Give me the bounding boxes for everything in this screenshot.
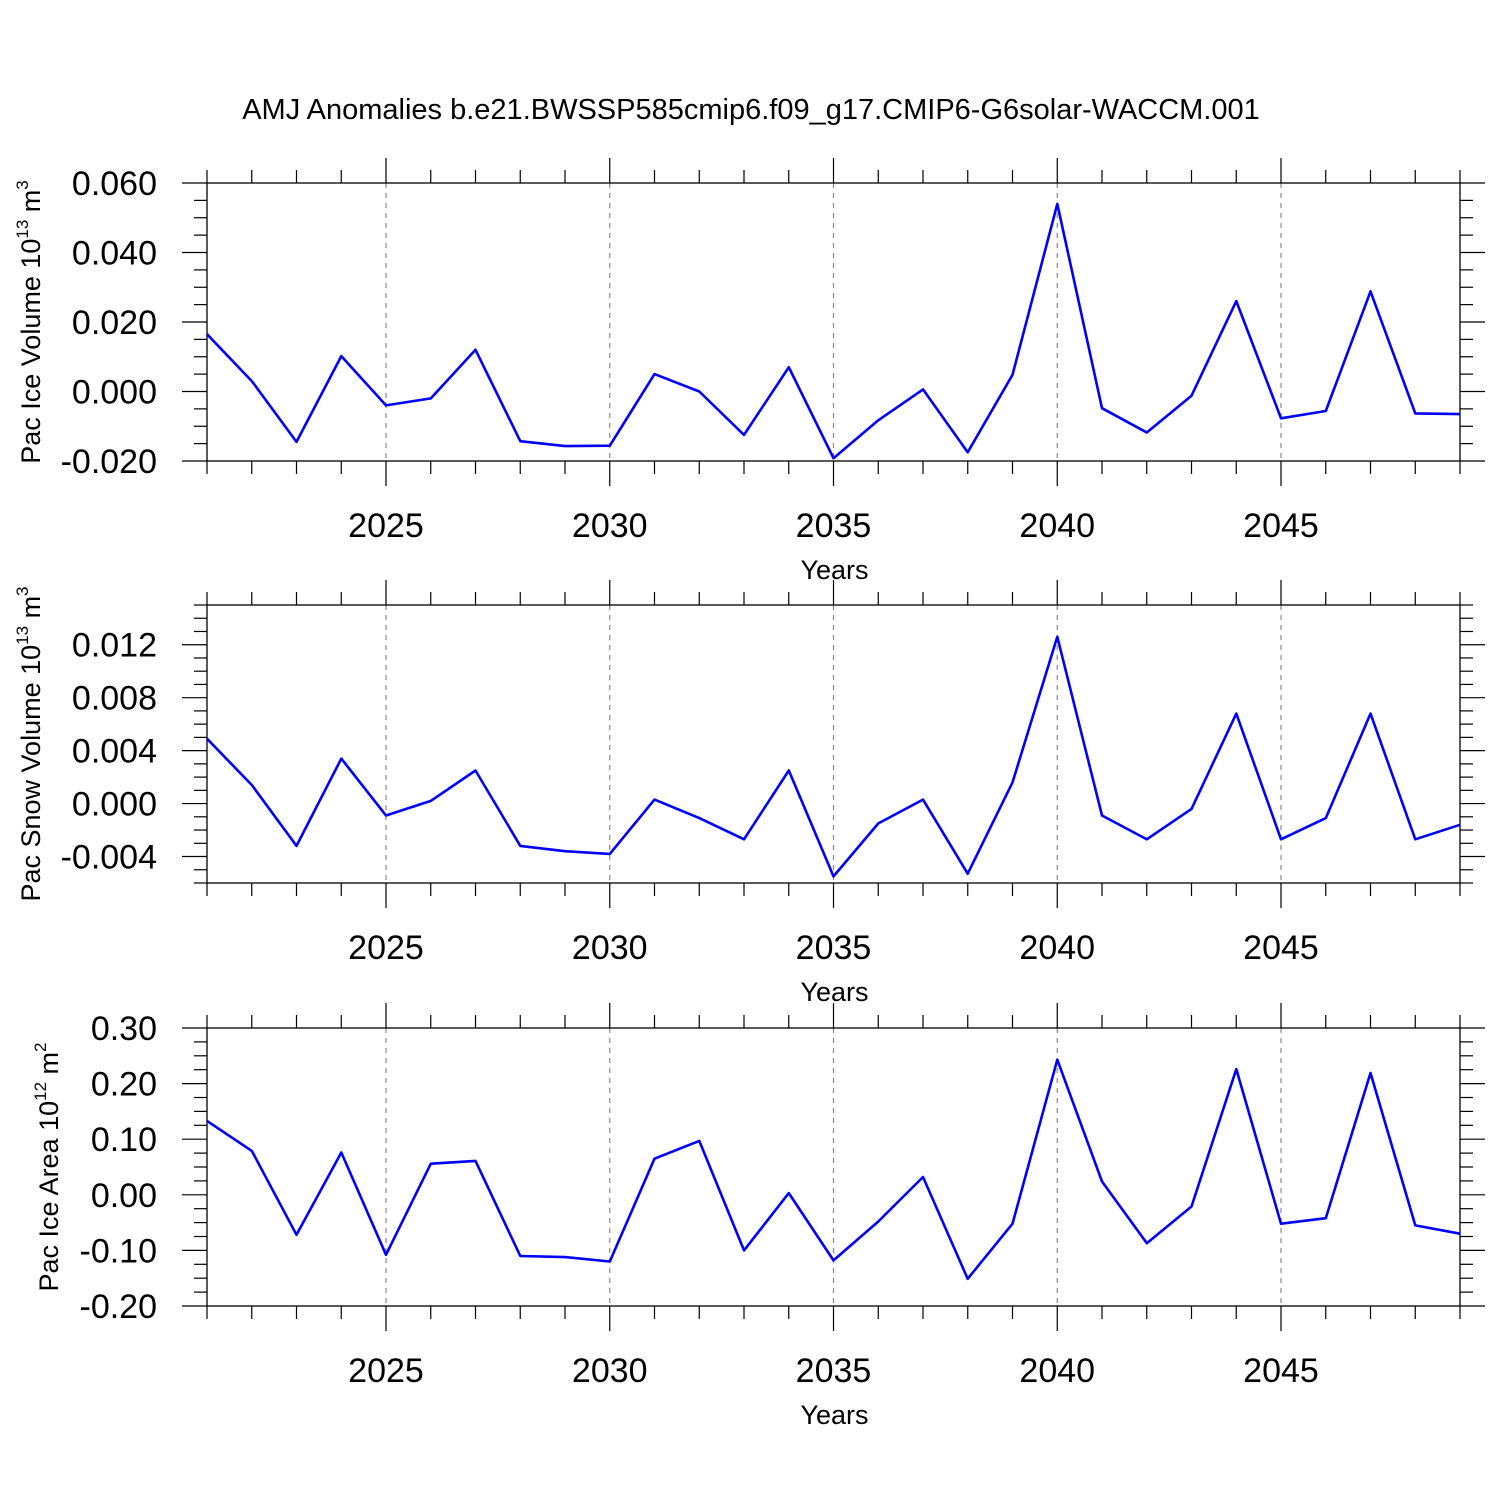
panel-1: -0.020 0.000 0.020 0.040 0.060 2025 2030 2035 20… — [13, 158, 1485, 585]
chart-title: AMJ Anomalies b.e21.BWSSP585cmip6.f09_g1… — [242, 94, 1260, 126]
series-line — [206, 635, 1461, 878]
y-tick-label: 0.012 — [72, 627, 157, 665]
y-tick-label: -0.20 — [80, 1288, 158, 1326]
plot-frame — [206, 1027, 1461, 1307]
x-tick-label: 2025 — [348, 507, 424, 545]
y-tick-label: 0.20 — [91, 1066, 157, 1104]
x-tick-label: 2035 — [796, 1352, 872, 1390]
x-tick-label: 2040 — [1019, 1352, 1095, 1390]
panel-3: -0.20 -0.10 0.00 0.10 0.20 0.30 2025 2030 2035 20… — [31, 1003, 1485, 1430]
y-tick-label: 0.10 — [91, 1121, 157, 1159]
x-tick-label: 2030 — [572, 1352, 648, 1390]
x-tick-label: 2045 — [1243, 929, 1319, 967]
y-tick-label: 0.060 — [72, 165, 157, 203]
x-axis-label: Years — [800, 1400, 868, 1430]
x-tick-label: 2025 — [348, 1352, 424, 1390]
y-tick-label: 0.000 — [72, 374, 157, 412]
x-axis-label: Years — [800, 977, 868, 1007]
y-tick-label: -0.020 — [61, 443, 157, 481]
y-tick-label: 0.040 — [72, 235, 157, 273]
y-axis-label: Pac Ice Area 1012 m2 — [31, 1042, 64, 1291]
y-tick-label: -0.004 — [61, 839, 157, 877]
y-tick-label: 0.020 — [72, 304, 157, 342]
y-axis-label: Pac Snow Volume 1013 m3 — [13, 586, 46, 901]
y-axis-label: Pac Ice Volume 1013 m3 — [13, 180, 46, 464]
y-tick-label: 0.008 — [72, 680, 157, 718]
x-tick-label: 2040 — [1019, 507, 1095, 545]
chart-panels: -0.020 0.000 0.020 0.040 0.060 2025 2030 2035 20… — [13, 158, 1485, 1430]
x-tick-label: 2035 — [796, 507, 872, 545]
plot-frame — [206, 182, 1461, 462]
plot-frame — [206, 604, 1461, 884]
y-tick-label: -0.10 — [80, 1232, 158, 1270]
y-tick-label: 0.004 — [72, 733, 157, 771]
y-tick-label: 0.000 — [72, 786, 157, 824]
x-tick-label: 2025 — [348, 929, 424, 967]
y-tick-label: 0.30 — [91, 1010, 157, 1048]
x-tick-label: 2040 — [1019, 929, 1095, 967]
series-line — [206, 1058, 1461, 1281]
x-tick-label: 2030 — [572, 507, 648, 545]
series-line — [206, 202, 1461, 460]
x-tick-label: 2045 — [1243, 507, 1319, 545]
x-tick-label: 2045 — [1243, 1352, 1319, 1390]
x-tick-label: 2030 — [572, 929, 648, 967]
x-tick-label: 2035 — [796, 929, 872, 967]
panel-2: -0.004 0.000 0.004 0.008 0.012 2025 2030 2035 20… — [13, 580, 1485, 1007]
y-tick-label: 0.00 — [91, 1177, 157, 1215]
x-axis-label: Years — [800, 555, 868, 585]
